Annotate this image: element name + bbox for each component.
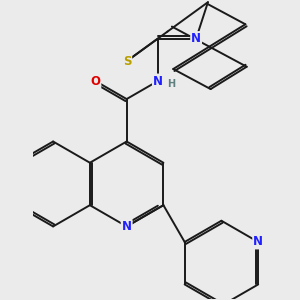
Text: H: H — [167, 80, 175, 89]
Text: S: S — [123, 55, 131, 68]
Text: N: N — [153, 74, 163, 88]
Text: N: N — [253, 236, 263, 248]
Text: O: O — [90, 74, 100, 88]
Text: N: N — [191, 32, 201, 45]
Text: N: N — [122, 220, 132, 233]
